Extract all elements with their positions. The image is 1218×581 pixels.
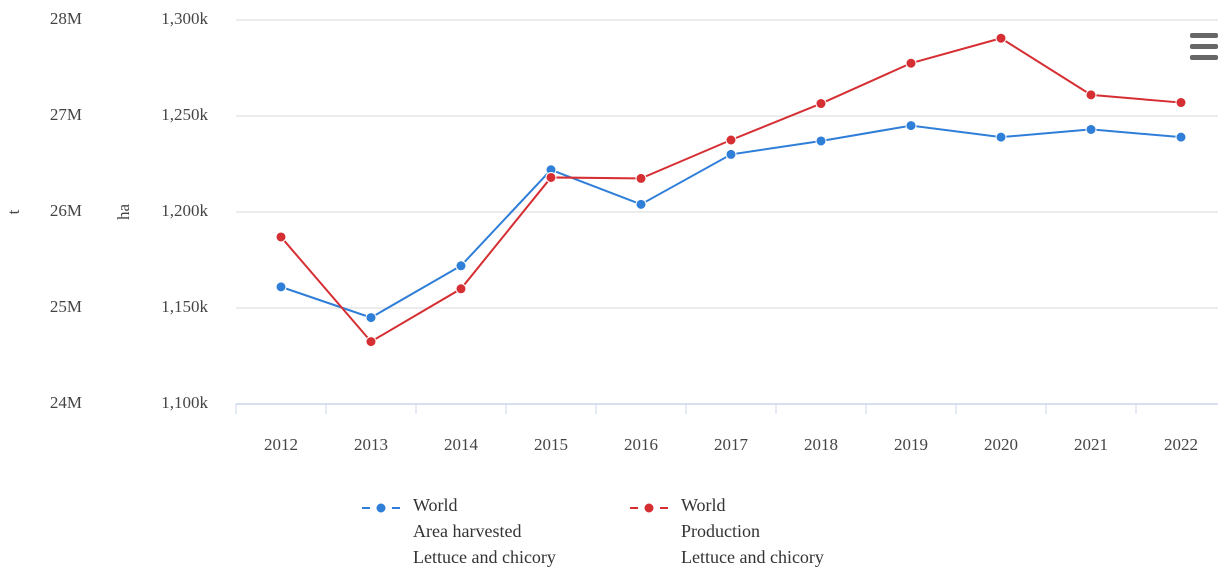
y-tick-label: 1,150k [161,297,208,316]
point [905,57,917,69]
legend-label[interactable]: World Production Lettuce and chicory [681,495,824,567]
point [815,135,827,147]
x-tick-label: 2018 [804,435,838,454]
point [1175,131,1187,143]
x-tick-label: 2013 [354,435,388,454]
legend-symbol [375,502,387,514]
x-tick-label: 2016 [624,435,658,454]
menu-bar[interactable] [1190,33,1218,38]
x-tick-label: 2021 [1074,435,1108,454]
point [995,32,1007,44]
point [1085,123,1097,135]
y2-tick-label: 25M [50,297,82,316]
y-axis-label: ha [114,204,133,221]
point [635,198,647,210]
point [1085,89,1097,101]
point [365,312,377,324]
x-tick-label: 2022 [1164,435,1198,454]
y2-tick-label: 26M [50,201,82,220]
point [725,134,737,146]
point [455,260,467,272]
x-tick-label: 2020 [984,435,1018,454]
y-tick-label: 1,200k [161,201,208,220]
point [275,281,287,293]
point [545,171,557,183]
y-tick-label: 1,250k [161,105,208,124]
point [725,148,737,160]
point [365,336,377,348]
y-tick-label: 1,300k [161,9,208,28]
y2-axis-label: t [4,209,23,214]
point [905,120,917,132]
point [995,131,1007,143]
point [455,283,467,295]
x-tick-label: 2015 [534,435,568,454]
y2-tick-label: 24M [50,393,82,412]
y-tick-label: 1,100k [161,393,208,412]
x-tick-label: 2012 [264,435,298,454]
legend-symbol [643,502,655,514]
menu-bar[interactable] [1190,55,1218,60]
menu-bar[interactable] [1190,44,1218,49]
y2-tick-label: 28M [50,9,82,28]
x-tick-label: 2014 [444,435,479,454]
y2-tick-label: 27M [50,105,82,124]
menu-button[interactable] [1190,33,1218,60]
x-tick-label: 2017 [714,435,749,454]
point [275,231,287,243]
series-line [280,37,1182,343]
legend-label[interactable]: World Area harvested Lettuce and chicory [413,495,556,567]
x-tick-label: 2019 [894,435,928,454]
point [635,172,647,184]
point [1175,97,1187,109]
point [815,98,827,110]
